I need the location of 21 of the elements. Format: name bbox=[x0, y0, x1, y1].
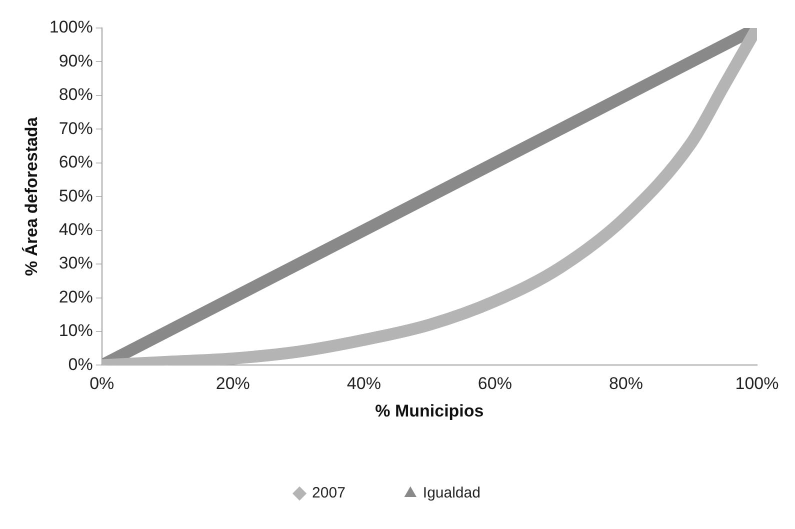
x-tick-label: 0% bbox=[90, 374, 114, 394]
x-tick-label: 40% bbox=[346, 374, 381, 394]
x-tick-label: 20% bbox=[216, 374, 250, 394]
y-tick-label: 100% bbox=[49, 18, 93, 37]
x-tick-label: 60% bbox=[478, 374, 512, 394]
legend-label: Igualdad bbox=[422, 484, 480, 502]
x-tick-label: 80% bbox=[608, 374, 643, 394]
y-tick-label: 20% bbox=[58, 287, 93, 306]
x-axis-title: % Municipios bbox=[375, 401, 484, 420]
y-tick-label: 70% bbox=[58, 118, 93, 138]
y-tick-label: 40% bbox=[58, 220, 93, 240]
y-tick-label: 80% bbox=[58, 85, 93, 104]
y-tick-label: 90% bbox=[58, 51, 93, 70]
y-tick-label: 60% bbox=[58, 152, 93, 172]
y-tick-label: 50% bbox=[58, 186, 93, 206]
y-tick-label: 10% bbox=[58, 321, 93, 340]
y-axis-title: % Área deforestada bbox=[20, 116, 41, 276]
y-tick-label: 30% bbox=[58, 254, 93, 273]
x-tick-label: 100% bbox=[735, 374, 779, 394]
y-tick-label: 0% bbox=[68, 354, 93, 374]
legend-label: 2007 bbox=[312, 484, 346, 502]
